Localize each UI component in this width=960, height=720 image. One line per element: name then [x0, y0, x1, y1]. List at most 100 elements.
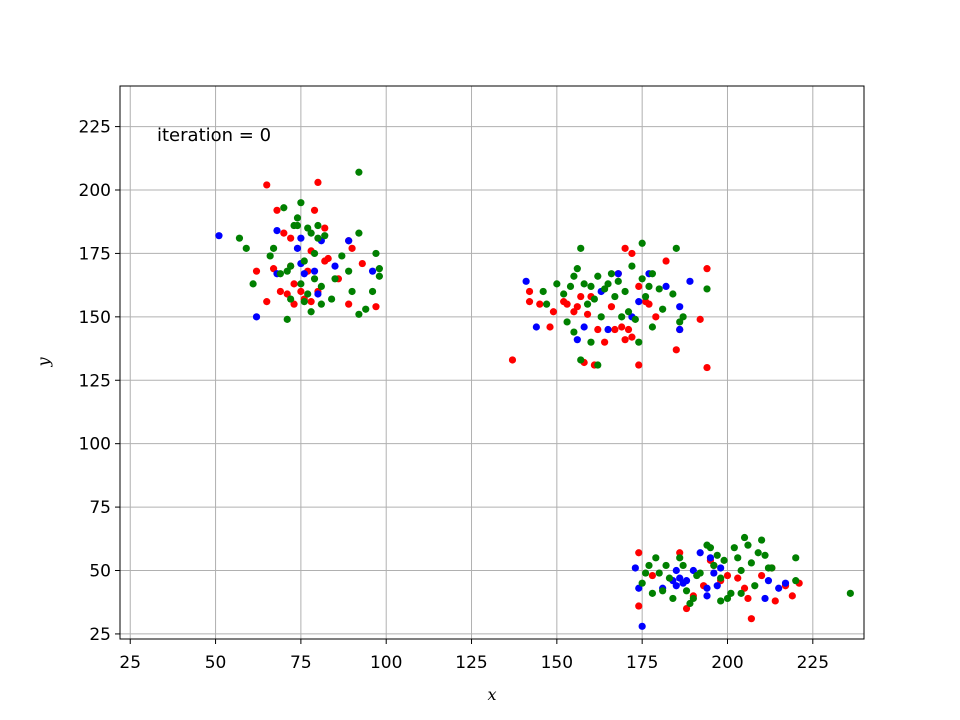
- data-point: [297, 287, 305, 296]
- data-point: [570, 308, 578, 316]
- data-point: [618, 313, 626, 321]
- data-point: [717, 564, 725, 572]
- y-tick-label: 50: [89, 562, 111, 582]
- data-point: [304, 290, 312, 298]
- data-point: [362, 305, 370, 313]
- data-point: [594, 325, 602, 334]
- data-point: [713, 551, 721, 559]
- data-point: [583, 300, 592, 308]
- data-point: [304, 224, 312, 232]
- data-point: [327, 295, 336, 303]
- data-point: [331, 262, 339, 270]
- data-point: [573, 336, 581, 344]
- data-point: [570, 272, 578, 280]
- x-tick-label: 125: [455, 653, 487, 673]
- data-point: [368, 287, 377, 296]
- data-point: [345, 237, 353, 245]
- data-point: [744, 541, 752, 549]
- data-point: [525, 287, 534, 296]
- data-point: [570, 328, 578, 336]
- data-point: [689, 594, 697, 603]
- data-point: [652, 313, 660, 321]
- data-point: [549, 308, 558, 316]
- data-point: [676, 325, 684, 334]
- data-point: [375, 272, 383, 280]
- y-tick-label: 200: [79, 181, 111, 201]
- data-point: [645, 282, 653, 290]
- data-point: [758, 536, 766, 544]
- data-point: [638, 622, 646, 630]
- x-tick-label: 150: [541, 653, 573, 673]
- data-point: [631, 315, 639, 323]
- data-point: [601, 285, 609, 293]
- data-point: [235, 234, 244, 242]
- y-tick-label: 175: [79, 244, 111, 264]
- data-point: [355, 310, 363, 318]
- data-point: [314, 234, 322, 242]
- data-point: [676, 303, 684, 311]
- data-point: [696, 549, 704, 557]
- data-point: [317, 300, 325, 308]
- data-point: [744, 594, 752, 603]
- data-point: [665, 574, 674, 582]
- data-point: [682, 587, 691, 595]
- data-point: [696, 315, 704, 323]
- data-point: [280, 204, 288, 212]
- plot-frame: [119, 85, 865, 640]
- data-point: [290, 280, 298, 288]
- data-point: [314, 178, 322, 186]
- data-point: [611, 292, 619, 301]
- data-point: [740, 584, 749, 592]
- data-point: [355, 168, 363, 176]
- data-point: [215, 232, 223, 240]
- data-point: [754, 549, 762, 557]
- data-point: [672, 566, 680, 575]
- data-point: [252, 267, 261, 275]
- data-point: [635, 584, 643, 592]
- data-point: [723, 594, 732, 603]
- data-point: [266, 252, 274, 260]
- x-tick-label: 75: [290, 653, 312, 673]
- data-point: [747, 615, 755, 623]
- data-point: [263, 298, 271, 306]
- data-point: [676, 574, 684, 582]
- data-point: [703, 363, 711, 372]
- data-point: [703, 265, 711, 273]
- iteration-annotation: iteration = 0: [157, 125, 271, 146]
- data-point: [536, 300, 544, 308]
- data-point: [553, 280, 561, 288]
- data-point: [614, 270, 622, 278]
- data-point: [618, 323, 626, 331]
- data-point: [635, 282, 643, 290]
- y-tick-label: 25: [89, 625, 111, 645]
- data-point: [310, 249, 319, 258]
- data-point: [635, 549, 643, 557]
- data-point: [563, 300, 571, 308]
- data-point: [276, 287, 285, 296]
- data-point: [594, 272, 602, 280]
- data-point: [727, 589, 735, 597]
- data-point: [601, 338, 609, 346]
- series-3: [235, 168, 854, 608]
- data-point: [648, 270, 657, 278]
- data-point: [628, 333, 636, 341]
- data-point: [764, 577, 773, 585]
- data-point: [297, 199, 305, 207]
- axis-ticks: 25 50 75 100 125 150 175 200 225 25 50 75 100 125 150 1…: [79, 118, 829, 673]
- data-point: [655, 285, 663, 293]
- data-point: [775, 584, 783, 592]
- data-point: [287, 262, 295, 270]
- data-point: [546, 323, 554, 331]
- data-point: [788, 592, 796, 600]
- data-point: [713, 582, 721, 590]
- data-point: [594, 361, 602, 369]
- y-tick-label: 75: [89, 498, 111, 518]
- data-point: [628, 249, 636, 258]
- data-point: [730, 544, 738, 552]
- x-tick-label: 175: [626, 653, 658, 673]
- data-point: [604, 280, 612, 288]
- data-point: [314, 221, 322, 230]
- data-point: [641, 292, 650, 301]
- data-point: [706, 544, 715, 552]
